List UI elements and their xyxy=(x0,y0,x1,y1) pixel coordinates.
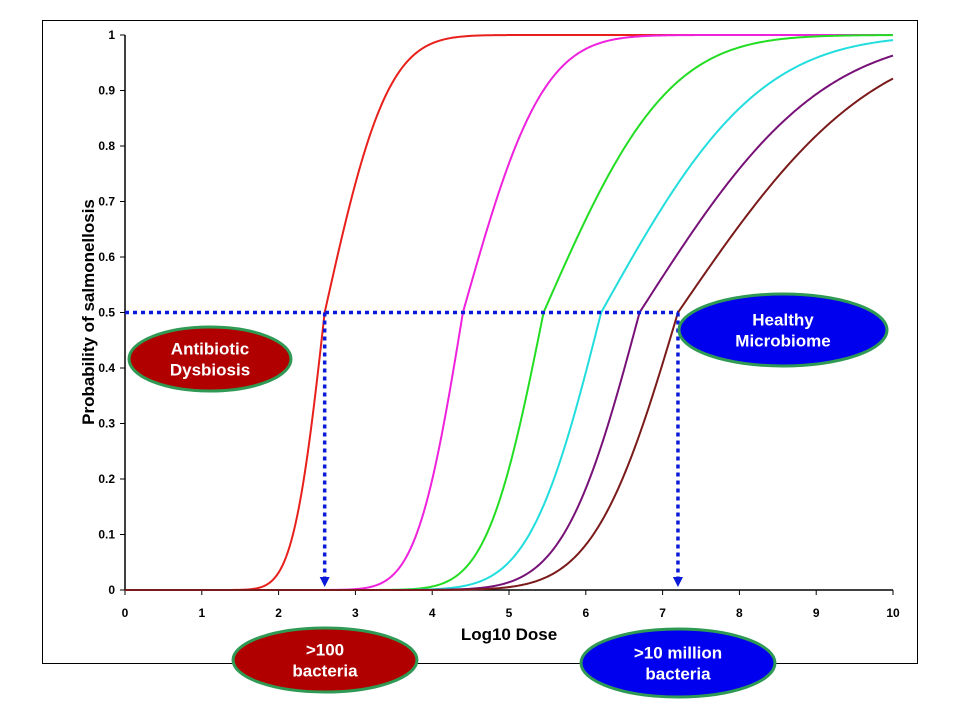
x-tick-label: 0 xyxy=(122,606,129,620)
y-tick-label: 0.6 xyxy=(98,250,115,264)
chart-frame xyxy=(42,20,918,664)
x-tick-group: 0 1 2 3 4 5 6 7 8 9 10 xyxy=(122,590,900,620)
reference-line-group xyxy=(125,310,683,587)
x-tick-label: 8 xyxy=(736,606,743,620)
series-line-6 xyxy=(125,77,894,591)
x-tick-label: 5 xyxy=(506,606,513,620)
high-dose-bubble: >10 million bacteria xyxy=(579,627,777,699)
y-tick-label: 0.8 xyxy=(98,139,115,153)
y-tick-label: 0.5 xyxy=(98,306,115,320)
bubble-label: >100 xyxy=(306,641,344,660)
annotation-group: Antibiotic Dysbiosis Healthy Microbiome >100… xyxy=(127,292,889,699)
antibiotic-dysbiosis-bubble: Antibiotic Dysbiosis xyxy=(127,325,293,393)
y-tick-label: 0.4 xyxy=(98,361,115,375)
bubble-shape xyxy=(127,325,293,393)
y-tick-label: 0.7 xyxy=(98,195,115,209)
bubble-label: Antibiotic xyxy=(171,340,249,359)
x-tick-label: 3 xyxy=(352,606,359,620)
y-tick-label: 1 xyxy=(108,28,115,42)
bubble-shape xyxy=(677,292,889,368)
bubble-shape xyxy=(579,627,777,699)
bubble-label: >10 million xyxy=(634,644,722,663)
x-tick-label: 2 xyxy=(275,606,282,620)
y-tick-label: 0.9 xyxy=(98,84,115,98)
x-tick-label: 4 xyxy=(429,606,436,620)
y-tick-group: 0 0.1 0.2 0.3 0.4 0.5 0.6 0.7 0.8 0.9 1 xyxy=(98,28,125,597)
y-tick-label: 0 xyxy=(108,583,115,597)
x-tick-label: 9 xyxy=(813,606,820,620)
bubble-label: Microbiome xyxy=(735,332,830,351)
x-tick-label: 10 xyxy=(886,606,900,620)
bubble-label: Dysbiosis xyxy=(170,361,250,380)
curve-group xyxy=(125,34,894,591)
y-tick-label: 0.2 xyxy=(98,472,115,486)
bubble-label: Healthy xyxy=(752,311,814,330)
y-axis-title: Probability of salmonellosis xyxy=(79,199,98,425)
x-tick-label: 7 xyxy=(659,606,666,620)
x-axis-title: Log10 Dose xyxy=(461,625,557,644)
y-tick-label: 0.3 xyxy=(98,417,115,431)
bubble-shape xyxy=(231,626,419,694)
x-tick-label: 1 xyxy=(198,606,205,620)
low-dose-bubble: >100 bacteria xyxy=(231,626,419,694)
bubble-label: bacteria xyxy=(645,665,711,684)
healthy-microbiome-bubble: Healthy Microbiome xyxy=(677,292,889,368)
bubble-label: bacteria xyxy=(292,662,358,681)
x-tick-label: 6 xyxy=(582,606,589,620)
y-tick-label: 0.1 xyxy=(98,528,115,542)
